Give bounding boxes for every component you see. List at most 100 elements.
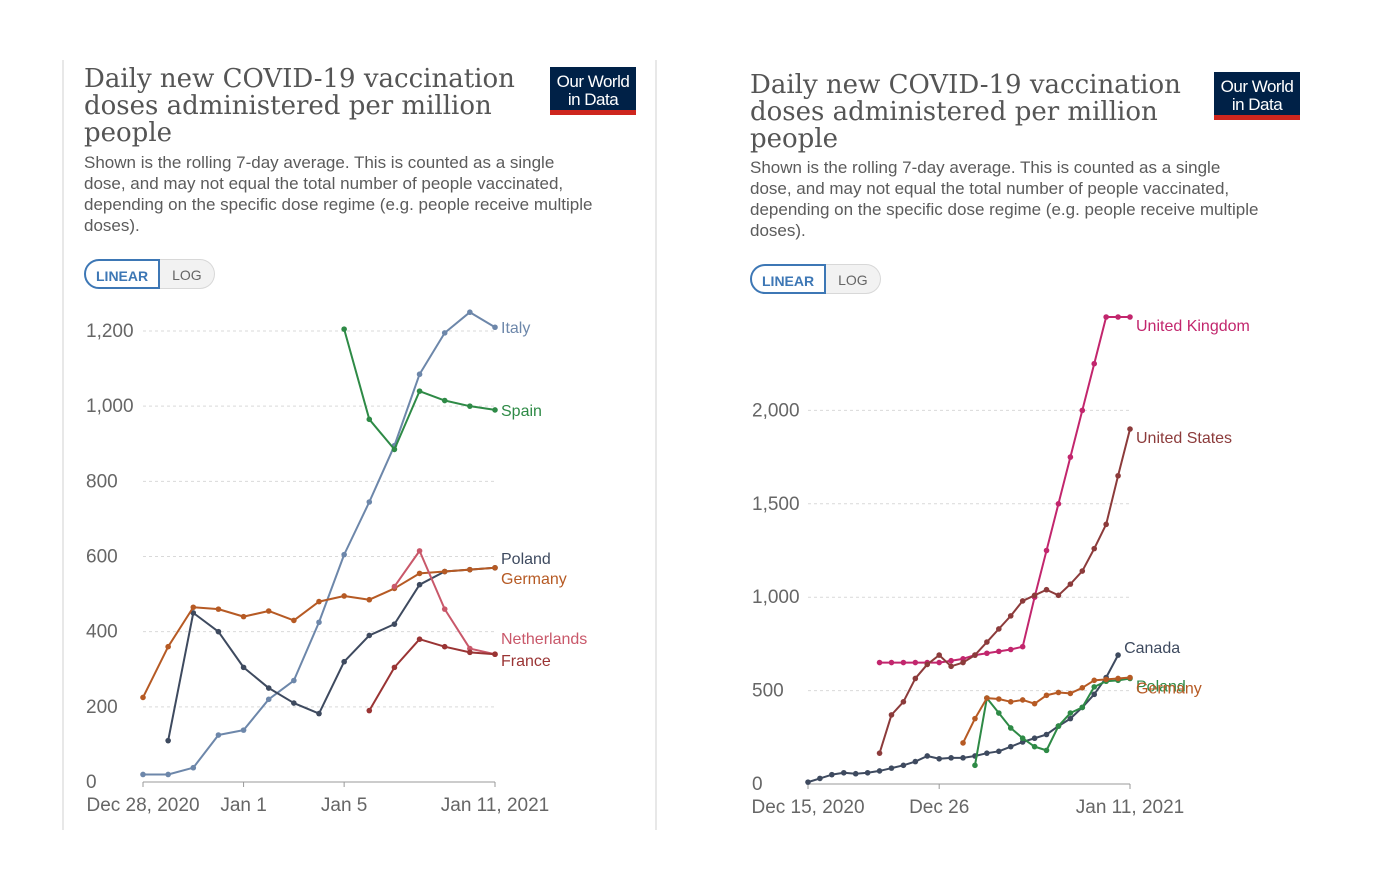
- data-point: [984, 695, 990, 701]
- data-point: [996, 626, 1002, 632]
- log-scale-button[interactable]: LOG: [826, 264, 881, 294]
- series-label: Germany: [1136, 681, 1202, 698]
- data-point: [1103, 314, 1109, 320]
- data-point: [1067, 690, 1074, 697]
- data-point: [900, 762, 907, 769]
- data-point: [912, 659, 919, 666]
- data-point: [416, 371, 423, 378]
- data-point: [1067, 715, 1074, 722]
- data-point: [366, 632, 373, 639]
- data-point: [900, 699, 907, 705]
- owid-logo[interactable]: Our World in Data: [550, 67, 636, 115]
- data-point: [1067, 710, 1074, 716]
- data-point: [492, 407, 498, 413]
- data-point: [441, 397, 448, 404]
- data-point: [1043, 747, 1050, 754]
- series-line: [879, 316, 1130, 664]
- data-point: [140, 771, 146, 778]
- series-label: Poland: [501, 551, 551, 568]
- data-point: [864, 769, 871, 776]
- data-point: [1091, 360, 1098, 367]
- data-point: [1079, 568, 1086, 574]
- data-point: [960, 740, 966, 746]
- data-point: [1079, 684, 1086, 691]
- series-label: Spain: [501, 403, 542, 420]
- y-tick-label: 600: [86, 547, 118, 568]
- data-point: [984, 639, 990, 645]
- data-point: [1103, 676, 1109, 683]
- x-tick-label: Jan 5: [321, 795, 367, 816]
- data-point: [936, 659, 942, 666]
- y-tick-label: 400: [86, 622, 118, 643]
- data-point: [1115, 472, 1121, 479]
- data-point: [996, 748, 1002, 755]
- data-point: [1031, 735, 1038, 742]
- data-point: [972, 652, 978, 658]
- data-point: [1115, 675, 1121, 682]
- owid-logo[interactable]: Our World in Data: [1214, 72, 1300, 120]
- data-point: [852, 770, 859, 777]
- data-point: [1043, 586, 1050, 593]
- data-point: [190, 610, 197, 616]
- series-label: Poland: [1136, 678, 1186, 695]
- data-point: [1091, 691, 1098, 698]
- data-point: [215, 606, 222, 612]
- data-point: [492, 651, 498, 658]
- series-line: [143, 311, 496, 776]
- logo-line-2: in Data: [1231, 95, 1283, 114]
- data-point: [1031, 592, 1038, 599]
- data-point: [391, 583, 398, 590]
- data-point: [948, 657, 954, 664]
- data-point: [829, 771, 835, 778]
- data-point: [1007, 725, 1014, 731]
- data-point: [165, 737, 171, 744]
- data-point: [996, 710, 1002, 716]
- data-point: [492, 324, 498, 331]
- series-label: Germany: [501, 571, 567, 588]
- data-point: [984, 650, 990, 657]
- data-point: [1019, 735, 1026, 742]
- data-point: [265, 685, 272, 691]
- data-point: [441, 330, 448, 336]
- data-point: [416, 636, 423, 642]
- chart-panel-right: Daily new COVID-19 vaccination doses adm…: [750, 0, 1350, 894]
- data-point: [391, 664, 398, 671]
- data-point: [924, 661, 931, 668]
- y-tick-label: 800: [86, 471, 118, 492]
- left-border: [62, 60, 64, 830]
- data-point: [1019, 643, 1026, 650]
- data-point: [467, 403, 473, 409]
- series-line: [368, 638, 496, 712]
- x-tick-label: Jan 11, 2021: [441, 795, 549, 816]
- data-point: [291, 677, 297, 684]
- data-point: [912, 758, 919, 765]
- series-line: [878, 428, 1131, 754]
- data-point: [492, 564, 498, 571]
- data-point: [240, 613, 247, 620]
- data-point: [876, 659, 883, 666]
- data-point: [840, 769, 847, 776]
- chart-panel-left: Daily new COVID-19 vaccination doses adm…: [84, 0, 684, 894]
- data-point: [900, 659, 907, 666]
- data-point: [240, 727, 247, 733]
- data-point: [960, 755, 966, 761]
- data-point: [1055, 501, 1062, 507]
- data-point: [972, 715, 978, 722]
- panel-divider: [655, 60, 657, 830]
- data-point: [441, 606, 448, 612]
- data-point: [391, 446, 398, 453]
- log-scale-button[interactable]: LOG: [160, 259, 215, 289]
- data-point: [190, 604, 197, 611]
- data-point: [215, 732, 222, 738]
- linear-scale-button[interactable]: LINEAR: [84, 259, 161, 289]
- data-point: [316, 598, 322, 605]
- linear-scale-button[interactable]: LINEAR: [750, 264, 827, 294]
- data-point: [972, 762, 978, 769]
- series-line: [167, 566, 496, 741]
- data-point: [888, 712, 895, 718]
- logo-line-1: Our World: [556, 72, 630, 91]
- y-tick-label: 1,000: [752, 587, 800, 608]
- data-point: [165, 771, 171, 778]
- chart-title: Daily new COVID-19 vaccination doses adm…: [750, 70, 1181, 154]
- x-tick-label: Dec 15, 2020: [751, 797, 864, 818]
